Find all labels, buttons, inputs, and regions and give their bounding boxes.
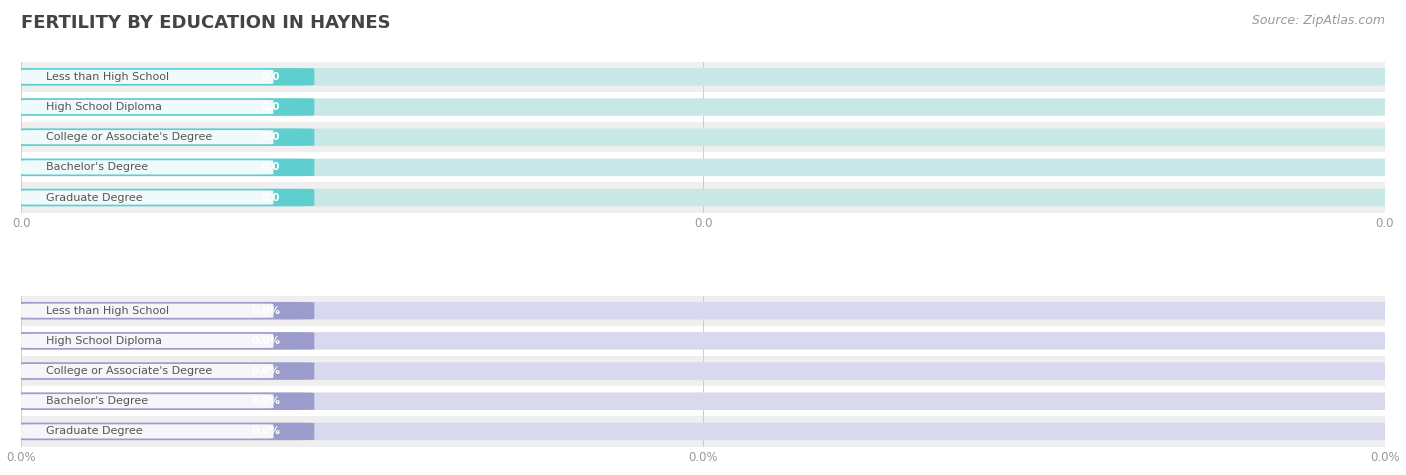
- FancyBboxPatch shape: [21, 364, 273, 378]
- Text: 0.0: 0.0: [262, 102, 280, 112]
- Bar: [21, 326, 1385, 356]
- Text: College or Associate's Degree: College or Associate's Degree: [45, 132, 212, 142]
- FancyBboxPatch shape: [7, 189, 1396, 206]
- FancyBboxPatch shape: [7, 128, 315, 146]
- FancyBboxPatch shape: [7, 189, 315, 206]
- Bar: [21, 152, 1385, 182]
- FancyBboxPatch shape: [7, 392, 315, 410]
- Bar: [21, 182, 1385, 213]
- FancyBboxPatch shape: [7, 362, 315, 380]
- FancyBboxPatch shape: [7, 332, 315, 350]
- FancyBboxPatch shape: [21, 100, 273, 114]
- Bar: [21, 295, 1385, 326]
- Text: 0.0: 0.0: [262, 132, 280, 142]
- Text: 0.0%: 0.0%: [252, 396, 280, 406]
- FancyBboxPatch shape: [7, 98, 1396, 116]
- FancyBboxPatch shape: [7, 392, 1396, 410]
- FancyBboxPatch shape: [7, 159, 315, 176]
- FancyBboxPatch shape: [21, 190, 273, 205]
- Text: 0.0: 0.0: [262, 72, 280, 82]
- FancyBboxPatch shape: [7, 128, 1396, 146]
- FancyBboxPatch shape: [7, 68, 315, 86]
- Bar: [21, 416, 1385, 446]
- Text: Bachelor's Degree: Bachelor's Degree: [45, 162, 148, 172]
- FancyBboxPatch shape: [21, 160, 273, 174]
- Text: High School Diploma: High School Diploma: [45, 336, 162, 346]
- FancyBboxPatch shape: [7, 332, 1396, 350]
- FancyBboxPatch shape: [7, 302, 315, 320]
- Bar: [21, 92, 1385, 122]
- FancyBboxPatch shape: [21, 130, 273, 144]
- FancyBboxPatch shape: [21, 394, 273, 408]
- Bar: [21, 386, 1385, 416]
- Text: Less than High School: Less than High School: [45, 72, 169, 82]
- Text: 0.0%: 0.0%: [252, 336, 280, 346]
- Text: Source: ZipAtlas.com: Source: ZipAtlas.com: [1251, 14, 1385, 27]
- Text: High School Diploma: High School Diploma: [45, 102, 162, 112]
- Text: FERTILITY BY EDUCATION IN HAYNES: FERTILITY BY EDUCATION IN HAYNES: [21, 14, 391, 32]
- FancyBboxPatch shape: [21, 334, 273, 348]
- FancyBboxPatch shape: [21, 70, 273, 84]
- FancyBboxPatch shape: [7, 98, 315, 116]
- Bar: [21, 356, 1385, 386]
- FancyBboxPatch shape: [7, 423, 315, 440]
- FancyBboxPatch shape: [21, 304, 273, 318]
- Text: Bachelor's Degree: Bachelor's Degree: [45, 396, 148, 406]
- Text: Less than High School: Less than High School: [45, 306, 169, 316]
- Text: 0.0: 0.0: [262, 162, 280, 172]
- Text: 0.0: 0.0: [262, 192, 280, 202]
- Bar: [21, 62, 1385, 92]
- Text: 0.0%: 0.0%: [252, 306, 280, 316]
- Text: Graduate Degree: Graduate Degree: [45, 192, 142, 202]
- FancyBboxPatch shape: [7, 68, 1396, 86]
- FancyBboxPatch shape: [7, 423, 1396, 440]
- Text: Graduate Degree: Graduate Degree: [45, 427, 142, 437]
- Bar: [21, 122, 1385, 152]
- FancyBboxPatch shape: [7, 362, 1396, 380]
- FancyBboxPatch shape: [7, 159, 1396, 176]
- FancyBboxPatch shape: [21, 424, 273, 438]
- Text: College or Associate's Degree: College or Associate's Degree: [45, 366, 212, 376]
- Text: 0.0%: 0.0%: [252, 366, 280, 376]
- FancyBboxPatch shape: [7, 302, 1396, 320]
- Text: 0.0%: 0.0%: [252, 427, 280, 437]
